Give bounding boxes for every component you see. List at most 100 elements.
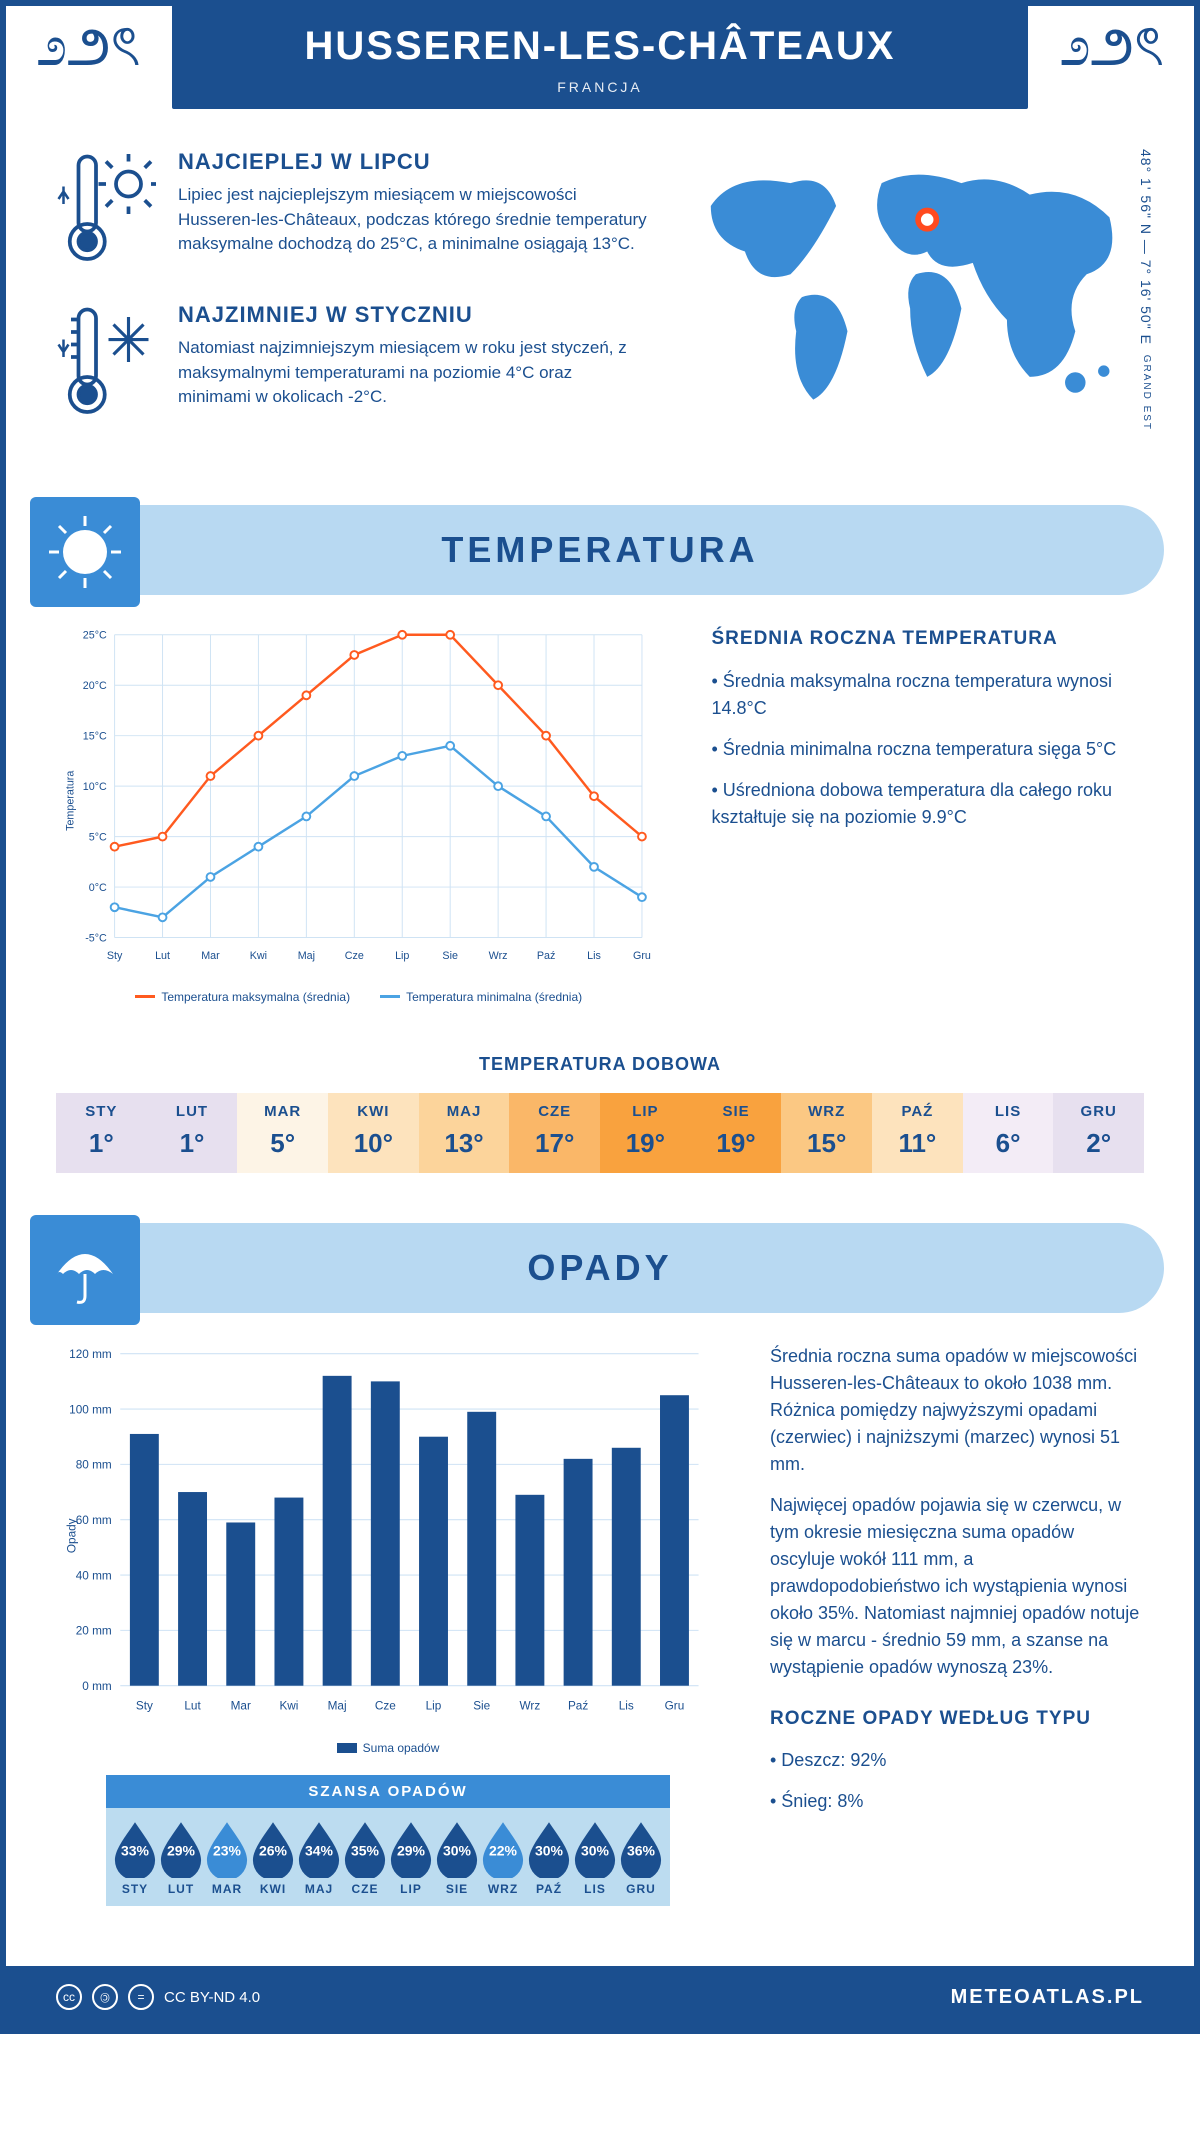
title: HUSSEREN-LES-CHÂTEAUX — [172, 24, 1027, 69]
svg-text:Temperatura: Temperatura — [65, 771, 77, 831]
svg-text:Paź: Paź — [537, 950, 556, 962]
drop-cell: 30% SIE — [434, 1820, 480, 1896]
svg-text:Kwi: Kwi — [250, 950, 267, 962]
drop-cell: 22% WRZ — [480, 1820, 526, 1896]
rain-side: Średnia roczna suma opadów w miejscowośc… — [770, 1343, 1144, 1907]
svg-text:Gru: Gru — [633, 950, 651, 962]
svg-text:15°C: 15°C — [83, 731, 107, 743]
svg-text:Lip: Lip — [395, 950, 409, 962]
svg-text:Lut: Lut — [155, 950, 170, 962]
rain-legend: Suma opadów — [56, 1741, 720, 1755]
sun-icon — [30, 497, 140, 607]
svg-text:Paź: Paź — [568, 1699, 588, 1712]
fact-cold-body: Natomiast najzimniejszym miesiącem w rok… — [178, 336, 648, 410]
header: HUSSEREN-LES-CHÂTEAUX FRANCJA — [172, 6, 1027, 109]
svg-text:80 mm: 80 mm — [76, 1458, 112, 1471]
svg-text:Lut: Lut — [184, 1699, 201, 1712]
drop-cell: 29% LUT — [158, 1820, 204, 1896]
svg-text:Sty: Sty — [107, 950, 123, 962]
svg-text:Wrz: Wrz — [489, 950, 508, 962]
rain-chance: SZANSA OPADÓW 33% STY 29% LUT 23% MAR 26… — [106, 1775, 670, 1906]
svg-text:Wrz: Wrz — [520, 1699, 541, 1712]
daily-cell: PAŹ11° — [872, 1093, 963, 1173]
drop-cell: 30% LIS — [572, 1820, 618, 1896]
svg-text:Mar: Mar — [201, 950, 220, 962]
svg-text:Kwi: Kwi — [279, 1699, 298, 1712]
svg-text:Cze: Cze — [345, 950, 364, 962]
thermometer-sun-icon — [56, 149, 156, 274]
svg-text:10°C: 10°C — [83, 781, 107, 793]
svg-text:40 mm: 40 mm — [76, 1569, 112, 1582]
license-text: CC BY-ND 4.0 — [164, 1989, 260, 2006]
daily-cell: SIE19° — [691, 1093, 782, 1173]
svg-text:60 mm: 60 mm — [76, 1514, 112, 1527]
rain-type-bullet: • Śnieg: 8% — [770, 1788, 1144, 1815]
svg-text:0 mm: 0 mm — [82, 1680, 112, 1693]
section-temp-title: TEMPERATURA — [441, 529, 758, 571]
coords: 48° 1' 56" N — 7° 16' 50" E GRAND EST — [1138, 149, 1154, 431]
daily-cell: GRU2° — [1053, 1093, 1144, 1173]
temp-side: ŚREDNIA ROCZNA TEMPERATURA • Średnia mak… — [712, 625, 1145, 1004]
rain-bar-chart: 0 mm20 mm40 mm60 mm80 mm100 mm120 mmStyL… — [56, 1343, 720, 1729]
svg-text:Gru: Gru — [665, 1699, 685, 1712]
svg-text:20 mm: 20 mm — [76, 1624, 112, 1637]
svg-text:Lip: Lip — [426, 1699, 442, 1712]
nd-icon: = — [128, 1984, 154, 2010]
rain-type-bullet: • Deszcz: 92% — [770, 1747, 1144, 1774]
daily-title: TEMPERATURA DOBOWA — [6, 1054, 1194, 1075]
svg-text:100 mm: 100 mm — [69, 1403, 112, 1416]
drop-cell: 35% CZE — [342, 1820, 388, 1896]
fact-cold-title: NAJZIMNIEJ W STYCZNIU — [178, 302, 648, 328]
site-name: METEOATLAS.PL — [951, 1986, 1144, 2009]
world-map — [688, 149, 1144, 422]
footer: cc 🄯 = CC BY-ND 4.0 METEOATLAS.PL — [6, 1966, 1194, 2028]
svg-text:Lis: Lis — [619, 1699, 634, 1712]
svg-text:Mar: Mar — [231, 1699, 251, 1712]
svg-text:Lis: Lis — [587, 950, 601, 962]
temp-bullet: • Uśredniona dobowa temperatura dla całe… — [712, 777, 1145, 831]
fact-hot-body: Lipiec jest najcieplejszym miesiącem w m… — [178, 183, 648, 257]
section-temp-head: TEMPERATURA — [36, 505, 1164, 595]
drop-cell: 23% MAR — [204, 1820, 250, 1896]
temp-bullet: • Średnia minimalna roczna temperatura s… — [712, 736, 1145, 763]
svg-text:20°C: 20°C — [83, 680, 107, 692]
drop-cell: 36% GRU — [618, 1820, 664, 1896]
svg-text:Maj: Maj — [298, 950, 315, 962]
daily-cell: MAJ13° — [419, 1093, 510, 1173]
svg-text:25°C: 25°C — [83, 630, 107, 642]
svg-text:Sie: Sie — [473, 1699, 490, 1712]
svg-text:-5°C: -5°C — [85, 932, 107, 944]
by-icon: 🄯 — [92, 1984, 118, 2010]
daily-cell: LIS6° — [963, 1093, 1054, 1173]
drop-cell: 30% PAŹ — [526, 1820, 572, 1896]
fact-cold: NAJZIMNIEJ W STYCZNIU Natomiast najzimni… — [56, 302, 648, 427]
daily-cell: LUT1° — [147, 1093, 238, 1173]
fact-hot: NAJCIEPLEJ W LIPCU Lipiec jest najcieple… — [56, 149, 648, 274]
svg-text:Sie: Sie — [442, 950, 458, 962]
wind-deco-left: ೨౨ৎ — [36, 24, 141, 69]
section-rain-title: OPADY — [527, 1247, 672, 1289]
umbrella-icon — [30, 1215, 140, 1325]
drop-cell: 29% LIP — [388, 1820, 434, 1896]
drop-cell: 26% KWI — [250, 1820, 296, 1896]
section-rain-head: OPADY — [36, 1223, 1164, 1313]
svg-text:0°C: 0°C — [89, 882, 107, 894]
daily-cell: MAR5° — [237, 1093, 328, 1173]
svg-text:Maj: Maj — [328, 1699, 347, 1712]
wind-deco-right: ೨౨ৎ — [1059, 24, 1164, 69]
daily-cell: CZE17° — [509, 1093, 600, 1173]
drop-cell: 34% MAJ — [296, 1820, 342, 1896]
daily-cell: WRZ15° — [781, 1093, 872, 1173]
cc-icon: cc — [56, 1984, 82, 2010]
svg-text:Opady: Opady — [65, 1518, 78, 1553]
temp-legend: Temperatura maksymalna (średnia) Tempera… — [56, 990, 662, 1004]
daily-cell: STY1° — [56, 1093, 147, 1173]
thermometer-snow-icon — [56, 302, 156, 427]
drop-cell: 33% STY — [112, 1820, 158, 1896]
temp-bullet: • Średnia maksymalna roczna temperatura … — [712, 668, 1145, 722]
daily-cell: LIP19° — [600, 1093, 691, 1173]
svg-text:5°C: 5°C — [89, 832, 107, 844]
fact-hot-title: NAJCIEPLEJ W LIPCU — [178, 149, 648, 175]
country: FRANCJA — [172, 79, 1027, 95]
daily-cell: KWI10° — [328, 1093, 419, 1173]
